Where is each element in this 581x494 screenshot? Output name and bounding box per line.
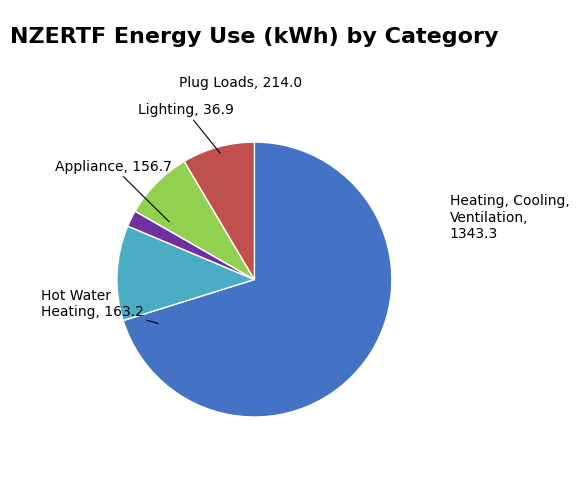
Wedge shape [128,211,254,280]
Text: Heating, Cooling,
Ventilation,
1343.3: Heating, Cooling, Ventilation, 1343.3 [450,194,569,241]
Wedge shape [117,226,254,321]
Wedge shape [184,142,254,280]
Text: Appliance, 156.7: Appliance, 156.7 [55,160,172,222]
Text: Hot Water
Heating, 163.2: Hot Water Heating, 163.2 [41,289,158,324]
Text: Lighting, 36.9: Lighting, 36.9 [138,103,234,153]
Wedge shape [123,142,392,417]
Text: Plug Loads, 214.0: Plug Loads, 214.0 [179,76,302,90]
Title: NZERTF Energy Use (kWh) by Category: NZERTF Energy Use (kWh) by Category [10,27,498,47]
Wedge shape [135,162,254,280]
